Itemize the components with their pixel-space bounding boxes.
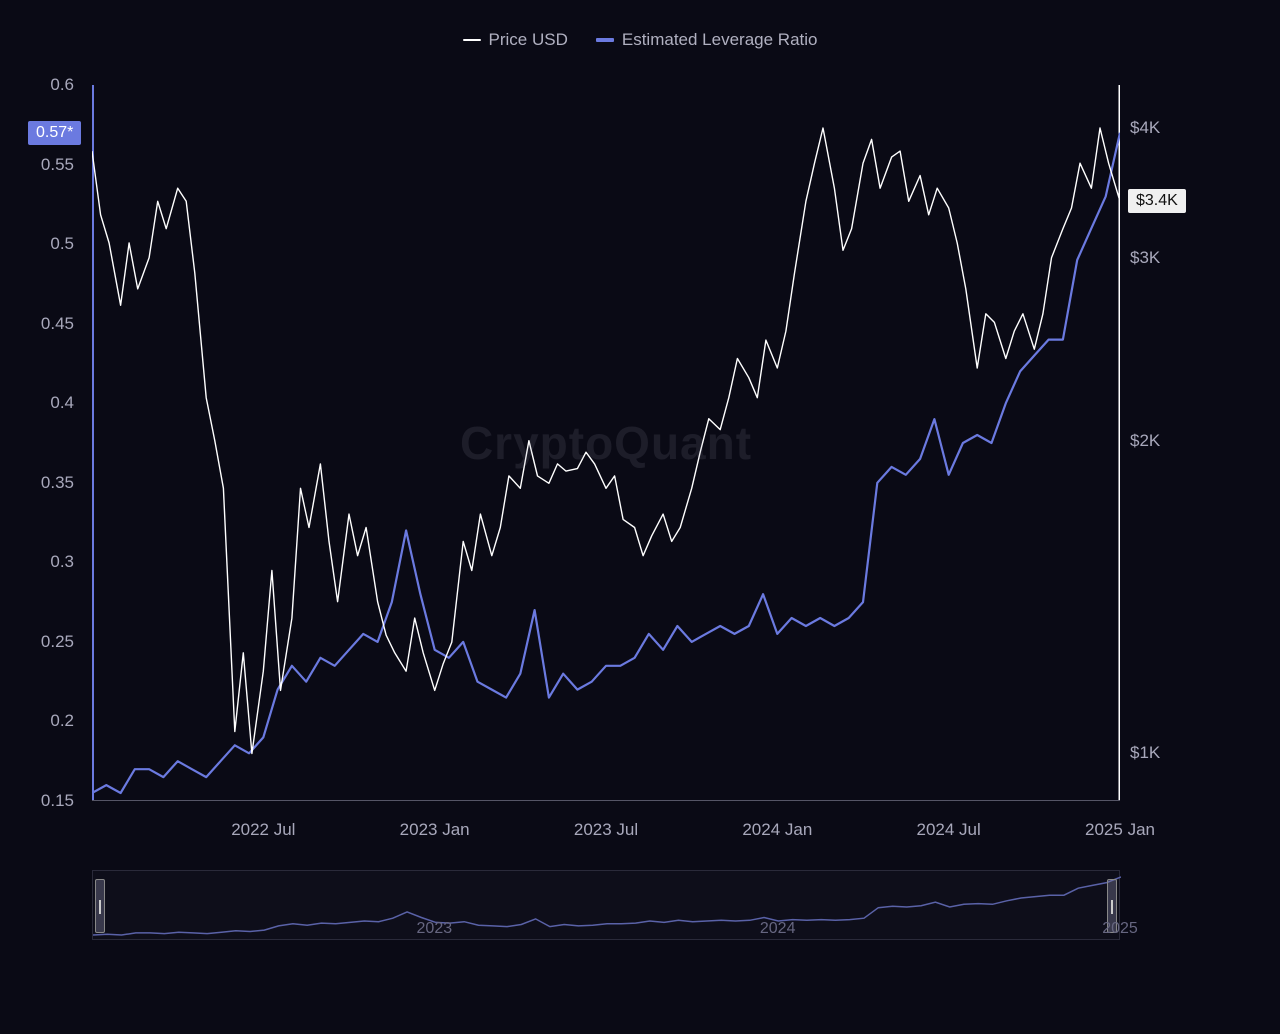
legend-item-leverage[interactable]: Estimated Leverage Ratio [596,30,818,50]
chart-plot-area[interactable]: CryptoQuant [92,85,1120,801]
brush-overview[interactable] [92,870,1120,940]
y-axis-left: 0.150.20.250.30.350.40.450.50.550.6 [0,85,80,801]
brush-svg [93,871,1121,941]
current-value-badge-left: 0.57* [28,121,81,145]
legend-item-price[interactable]: Price USD [463,30,568,50]
legend: Price USD Estimated Leverage Ratio [0,30,1280,50]
chart-svg [92,85,1120,801]
legend-label: Price USD [489,30,568,50]
legend-swatch-price [463,39,481,42]
badge-text: $3.4K [1136,192,1178,209]
legend-swatch-leverage [596,38,614,42]
brush-handle-left[interactable] [95,879,105,933]
current-value-badge-right: $3.4K [1128,189,1186,213]
legend-label: Estimated Leverage Ratio [622,30,818,50]
badge-text: 0.57* [36,124,73,141]
